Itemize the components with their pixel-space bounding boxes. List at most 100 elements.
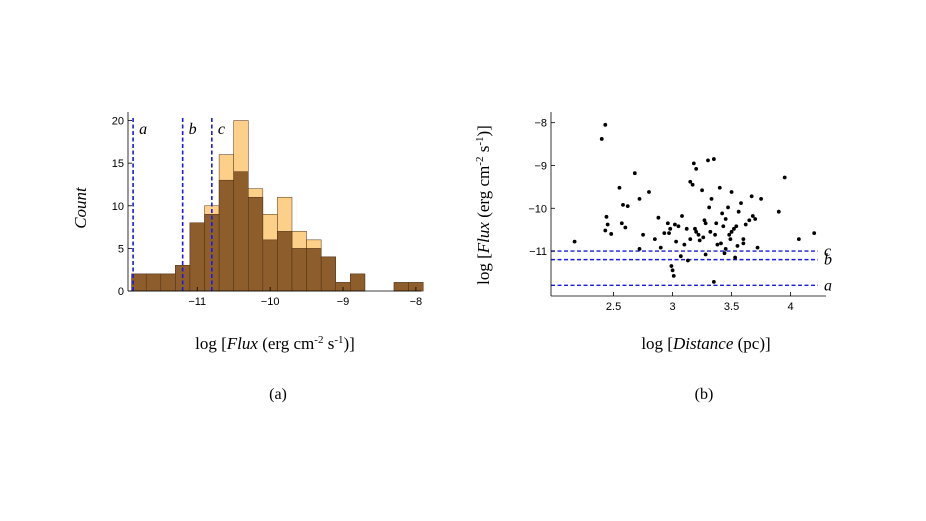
scatter-point bbox=[708, 229, 713, 234]
histogram-y-tick-label: 15 bbox=[112, 158, 124, 170]
histogram-x-title-variable: Flux bbox=[226, 334, 259, 353]
scatter-point bbox=[728, 237, 733, 241]
scatter-threshold-label-b: b bbox=[824, 252, 832, 269]
histogram-x-tick-label: −9 bbox=[337, 296, 350, 308]
histogram-x-axis-title: log [Flux (erg cm-2 s-1)] bbox=[195, 334, 355, 353]
histogram-x-title-units: (erg cm bbox=[258, 334, 314, 353]
histogram-bar-subset-11 bbox=[291, 248, 307, 292]
scatter-point bbox=[686, 258, 690, 263]
scatter-point bbox=[732, 226, 736, 231]
scatter-point bbox=[688, 237, 693, 241]
scatter-point bbox=[696, 232, 701, 237]
scatter-point bbox=[652, 237, 657, 241]
histogram-panel: a b c 0 5 10 15 20 −11 −10 −9 −8 log [Flux (erg c… bbox=[71, 112, 424, 403]
scatter-y-axis-title: log [Flux (erg cm-2 s-1)] bbox=[474, 125, 493, 285]
histogram-y-tick-label: 0 bbox=[118, 286, 124, 298]
scatter-x-tick-label: 4 bbox=[788, 301, 794, 313]
histogram-bar-subset-4 bbox=[189, 222, 205, 292]
scatter-x-tick-label: 3 bbox=[670, 301, 676, 313]
histogram-x-ticks: −11 −10 −9 −8 bbox=[188, 287, 422, 308]
histogram-bar-subset-10 bbox=[277, 231, 293, 292]
scatter-point bbox=[729, 190, 734, 194]
histogram-x-tick-label: −8 bbox=[410, 296, 423, 308]
histogram-bar-subset-15 bbox=[350, 273, 366, 292]
scatter-point bbox=[753, 217, 758, 221]
scatter-point bbox=[714, 221, 719, 226]
scatter-x-ticks: 2.5 3 3.5 4 bbox=[606, 292, 794, 313]
scatter-point bbox=[617, 185, 622, 190]
scatter-x-title-variable: Distance bbox=[672, 334, 734, 353]
scatter-point bbox=[747, 218, 752, 223]
scatter-point bbox=[665, 221, 670, 226]
histogram-bar-subset-2 bbox=[160, 273, 176, 292]
scatter-point bbox=[727, 232, 732, 237]
scatter-point bbox=[703, 252, 708, 257]
histogram-bars bbox=[131, 120, 424, 292]
scatter-point bbox=[676, 224, 681, 229]
scatter-point bbox=[796, 237, 801, 241]
scatter-point bbox=[733, 255, 738, 260]
scatter-point bbox=[702, 218, 707, 223]
scatter-point bbox=[691, 161, 696, 166]
scatter-y-tick-label: −11 bbox=[529, 246, 547, 258]
histogram-x-title-prefix: log [ bbox=[195, 334, 227, 353]
histogram-bar-subset-18 bbox=[393, 282, 409, 292]
scatter-point bbox=[667, 231, 671, 235]
scatter-threshold-label-a: a bbox=[824, 277, 832, 294]
scatter-point bbox=[755, 245, 760, 250]
histogram-x-title-exponent-1: -2 bbox=[314, 334, 323, 346]
scatter-point bbox=[776, 209, 781, 214]
scatter-y-ticks: −8 −9 −10 −11 bbox=[528, 118, 555, 258]
scatter-point bbox=[782, 175, 787, 180]
scatter-panel: cba −8−9−10−11 2.5 3 3.5 4 log [Distance (p… bbox=[474, 112, 832, 403]
scatter-point bbox=[711, 157, 716, 161]
scatter-points bbox=[572, 122, 817, 284]
histogram-bar-subset-7 bbox=[233, 171, 249, 292]
scatter-point bbox=[703, 221, 708, 226]
scatter-point bbox=[723, 247, 728, 251]
histogram-x-title-units-2: s bbox=[323, 334, 334, 353]
scatter-point bbox=[671, 273, 676, 278]
scatter-point bbox=[749, 194, 754, 199]
scatter-point bbox=[713, 232, 717, 237]
scatter-point bbox=[700, 188, 704, 193]
scatter-point bbox=[726, 205, 730, 210]
scatter-x-tick-label: 3.5 bbox=[724, 301, 739, 313]
histogram-y-ticks: 0 5 10 15 20 bbox=[112, 116, 132, 298]
panel-label-b: (b) bbox=[695, 386, 714, 403]
scatter-y-title-units-2: s bbox=[474, 146, 493, 157]
histogram-bar-subset-8 bbox=[248, 196, 264, 292]
scatter-point bbox=[637, 247, 642, 251]
histogram-x-tick-label: −11 bbox=[188, 296, 206, 308]
scatter-point bbox=[605, 222, 610, 227]
scatter-threshold-label-c: c bbox=[824, 243, 831, 260]
scatter-point bbox=[603, 228, 608, 233]
scatter-y-tick-label: −10 bbox=[528, 203, 547, 215]
scatter-point bbox=[743, 222, 748, 227]
scatter-threshold-lines: cba bbox=[551, 243, 832, 294]
histogram-threshold-label-a: a bbox=[139, 121, 147, 138]
histogram-x-tick-label: −10 bbox=[261, 296, 280, 308]
scatter-point bbox=[693, 226, 697, 231]
panel-label-a: (a) bbox=[269, 386, 287, 403]
scatter-point bbox=[673, 222, 677, 227]
histogram-y-axis-title: Count bbox=[71, 186, 90, 229]
scatter-x-tick-label: 2.5 bbox=[606, 301, 621, 313]
histogram-bar-subset-6 bbox=[218, 179, 234, 292]
scatter-point bbox=[623, 225, 628, 230]
scatter-point bbox=[632, 171, 637, 176]
scatter-point bbox=[674, 239, 679, 244]
scatter-point bbox=[604, 214, 609, 219]
histogram-bar-subset-9 bbox=[262, 239, 278, 292]
histogram-bar-subset-12 bbox=[306, 248, 322, 292]
scatter-point bbox=[722, 251, 727, 256]
scatter-point bbox=[741, 241, 746, 246]
scatter-point bbox=[680, 214, 684, 218]
histogram-bar-subset-1 bbox=[145, 273, 162, 292]
scatter-point bbox=[697, 238, 702, 243]
scatter-point bbox=[619, 221, 624, 226]
scatter-point bbox=[669, 264, 674, 268]
histogram-threshold-label-c: c bbox=[218, 121, 225, 138]
scatter-point bbox=[711, 279, 716, 284]
scatter-point bbox=[734, 224, 739, 229]
